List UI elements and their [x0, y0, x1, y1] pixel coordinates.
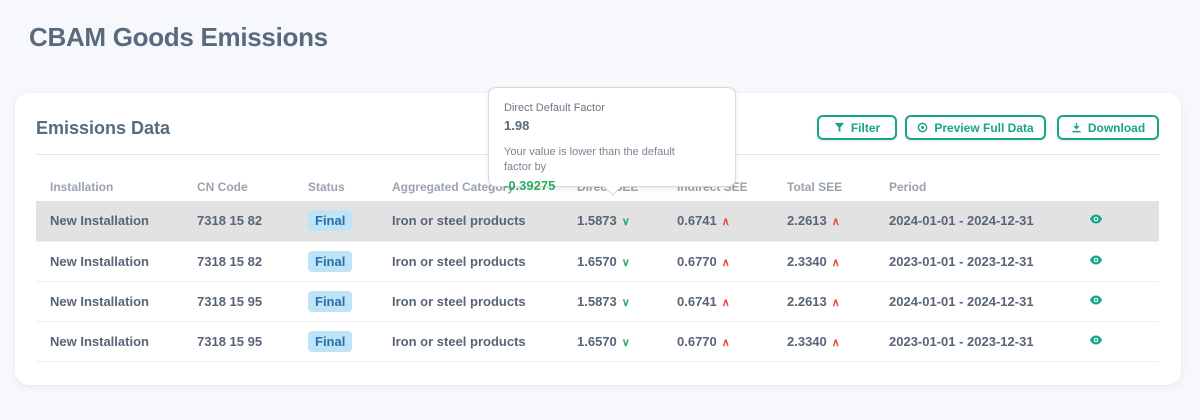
trend-up-icon: ∧ — [831, 296, 840, 309]
view-row-button[interactable] — [1075, 201, 1159, 242]
cn-code-cell: 7318 15 82 — [183, 241, 294, 282]
eye-icon — [1090, 335, 1102, 344]
status-cell: Final — [294, 241, 378, 282]
installation-cell: New Installation — [36, 241, 183, 282]
trend-down-icon: ∨ — [621, 336, 630, 349]
status-badge: Final — [308, 330, 353, 352]
page-title: CBAM Goods Emissions — [29, 22, 328, 52]
column-header: CN Code — [197, 180, 248, 194]
table-row[interactable]: New Installation 7318 15 95 Final Iron o… — [36, 281, 1159, 322]
trend-up-icon: ∧ — [721, 336, 730, 349]
eye-icon — [1090, 214, 1102, 224]
trend-up-icon: ∧ — [721, 296, 730, 309]
column-header-actions — [1075, 173, 1159, 201]
status-cell: Final — [294, 321, 378, 362]
column-header: Status — [308, 180, 345, 194]
status-cell: Final — [294, 201, 378, 242]
trend-down-icon: ∨ — [621, 296, 630, 309]
eye-icon — [1090, 295, 1102, 304]
category-cell: Iron or steel products — [378, 201, 563, 242]
trend-up-icon: ∧ — [721, 216, 730, 229]
total-see-cell[interactable]: 2.2613 ∧ — [773, 201, 875, 242]
installation-cell: New Installation — [36, 281, 183, 322]
column-header: Period — [889, 180, 927, 194]
direct-see-cell[interactable]: 1.5873 ∨ — [563, 201, 663, 242]
direct-see-cell[interactable]: 1.5873 ∨ — [563, 281, 663, 322]
download-icon — [1072, 122, 1081, 133]
download-button[interactable]: Download — [1057, 115, 1159, 140]
status-cell: Final — [294, 281, 378, 322]
period-cell: 2023-01-01 - 2023-12-31 — [875, 241, 1075, 282]
view-row-button[interactable] — [1075, 241, 1159, 282]
cn-code-cell: 7318 15 82 — [183, 201, 294, 242]
trend-up-icon: ∧ — [831, 256, 840, 269]
default-factor-tooltip: Direct Default Factor 1.98 Your value is… — [488, 87, 736, 193]
direct-see-cell[interactable]: 1.6570 ∨ — [563, 241, 663, 282]
column-header: Installation — [50, 180, 114, 194]
total-see-cell[interactable]: 2.3340 ∧ — [773, 321, 875, 362]
cn-code-cell: 7318 15 95 — [183, 321, 294, 362]
table-row[interactable]: New Installation 7318 15 82 Final Iron o… — [36, 241, 1159, 282]
category-cell: Iron or steel products — [378, 281, 563, 322]
emissions-table: Installation CN Code Status Aggregated Cate… — [36, 173, 1159, 362]
indirect-see-cell[interactable]: 0.6741 ∧ — [663, 201, 773, 242]
column-header: Total SEE — [787, 180, 843, 194]
card-title: Emissions Data — [36, 118, 171, 138]
eye-icon — [1090, 255, 1102, 264]
period-cell: 2023-01-01 - 2023-12-31 — [875, 321, 1075, 362]
indirect-see-cell[interactable]: 0.6770 ∧ — [663, 241, 773, 282]
installation-cell: New Installation — [36, 321, 183, 362]
installation-cell: New Installation — [36, 201, 183, 242]
period-cell: 2024-01-01 - 2024-12-31 — [875, 281, 1075, 322]
status-badge: Final — [308, 250, 353, 272]
trend-up-icon: ∧ — [721, 256, 730, 269]
category-cell: Iron or steel products — [378, 241, 563, 282]
trend-down-icon: ∨ — [621, 216, 630, 229]
indirect-see-cell[interactable]: 0.6741 ∧ — [663, 281, 773, 322]
trend-up-icon: ∧ — [831, 216, 840, 229]
trend-up-icon: ∧ — [831, 336, 840, 349]
cn-code-cell: 7318 15 95 — [183, 281, 294, 322]
trend-down-icon: ∨ — [621, 256, 630, 269]
difference-value: -0.39275 — [504, 178, 556, 193]
eye-icon — [917, 122, 928, 133]
direct-see-cell[interactable]: 1.6570 ∨ — [563, 321, 663, 362]
column-header: Aggregated Category — [392, 180, 515, 194]
period-cell: 2024-01-01 - 2024-12-31 — [875, 201, 1075, 242]
total-see-cell[interactable]: 2.2613 ∧ — [773, 281, 875, 322]
filter-button[interactable]: Filter — [817, 115, 897, 140]
table-row[interactable]: New Installation 7318 15 82 Final Iron o… — [36, 201, 1159, 242]
preview-full-data-button[interactable]: Preview Full Data — [905, 115, 1046, 140]
view-row-button[interactable] — [1075, 281, 1159, 322]
category-cell: Iron or steel products — [378, 321, 563, 362]
status-badge: Final — [308, 210, 353, 232]
total-see-cell[interactable]: 2.3340 ∧ — [773, 241, 875, 282]
status-badge: Final — [308, 290, 353, 312]
table-row[interactable]: New Installation 7318 15 95 Final Iron o… — [36, 321, 1159, 362]
view-row-button[interactable] — [1075, 321, 1159, 362]
indirect-see-cell[interactable]: 0.6770 ∧ — [663, 321, 773, 362]
filter-icon — [834, 122, 844, 133]
